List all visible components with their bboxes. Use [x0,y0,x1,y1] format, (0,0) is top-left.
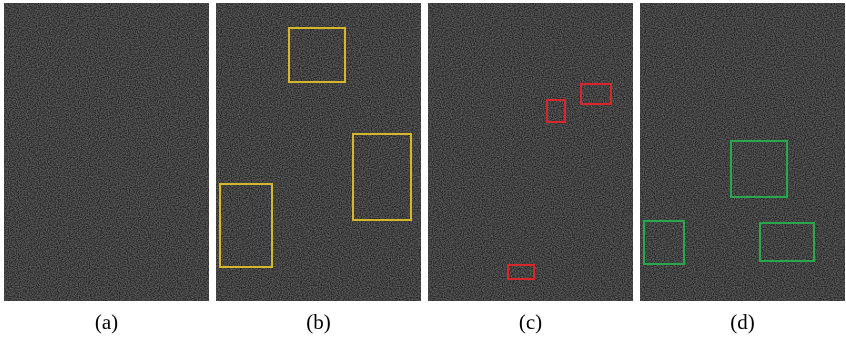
red-detection-box [580,83,612,105]
caption-b: (b) [216,310,421,334]
sar-image [4,3,209,301]
caption-a: (a) [4,310,209,334]
sar-image-panel-d [640,3,845,301]
yellow-detection-box [288,27,346,83]
green-detection-box [759,222,815,262]
yellow-detection-box [352,133,412,221]
red-detection-box [507,264,535,280]
yellow-detection-box [219,183,273,268]
caption-c: (c) [428,310,633,334]
sar-image-panel-b [216,3,421,301]
sar-image-panel-a [4,3,209,301]
green-detection-box [643,220,685,265]
red-detection-box [546,99,566,123]
sar-image [428,3,633,301]
green-detection-box [730,140,788,198]
caption-d: (d) [640,310,845,334]
sar-image-panel-c [428,3,633,301]
